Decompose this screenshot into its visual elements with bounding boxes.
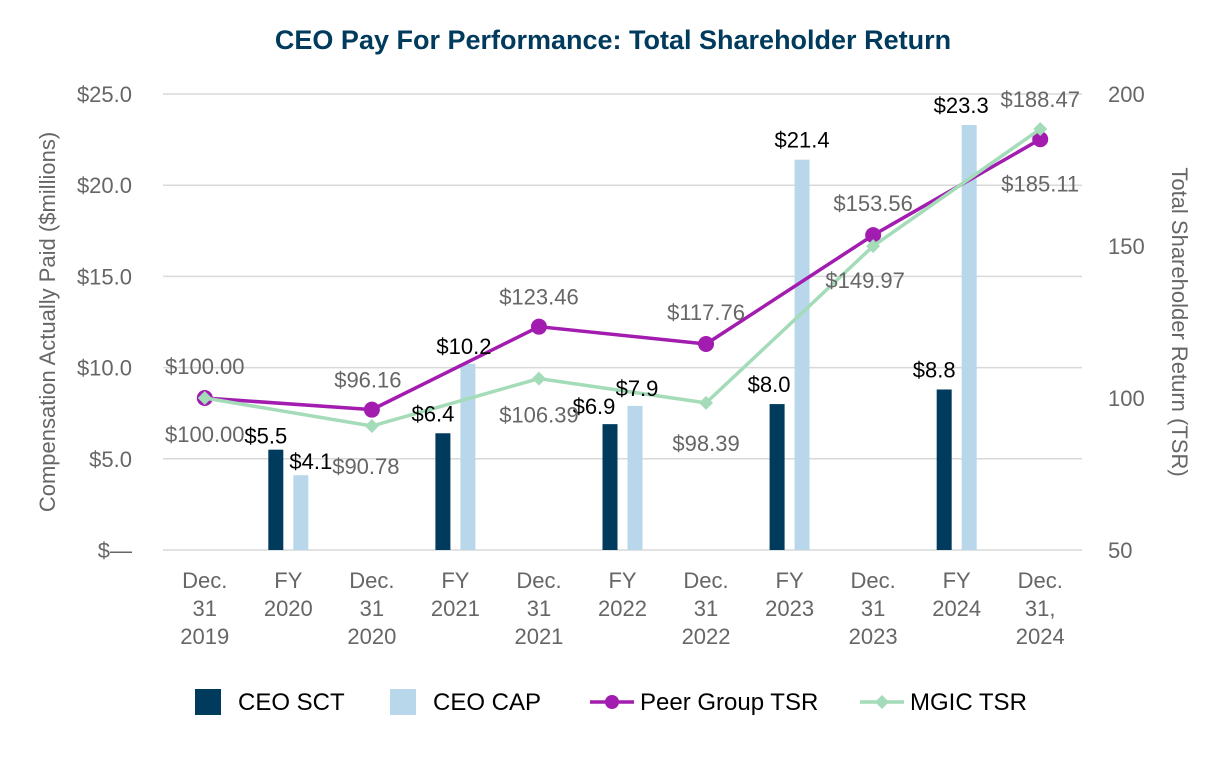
- x-tick-label: FY 2020: [264, 568, 313, 621]
- line-marker: [699, 395, 714, 410]
- line-marker: [531, 371, 546, 386]
- line-point-label: $117.76: [667, 300, 745, 325]
- line-marker: [364, 419, 379, 434]
- bar-label: $23.3: [934, 93, 989, 118]
- line-marker: [1032, 131, 1049, 148]
- bar: [961, 125, 977, 551]
- bar-label: $8.8: [913, 357, 956, 382]
- series-line: [204, 137, 1042, 412]
- legend: CEO SCT CEO CAP Peer Group TSR MGIC TSR: [195, 689, 1027, 716]
- y-axis-right-ticks: 50 100 150 200: [1108, 82, 1145, 563]
- bar-series: [268, 125, 977, 551]
- line-point-label: $149.97: [825, 268, 905, 293]
- bar-label: $4.1: [289, 449, 332, 474]
- line-point-label: $90.78: [332, 454, 399, 479]
- y-tick-label-left: $20.0: [77, 173, 132, 198]
- bar-label: $7.9: [616, 376, 659, 401]
- y-tick-label-right: 50: [1108, 538, 1132, 563]
- bar: [293, 475, 309, 550]
- line-point-label: $123.46: [499, 285, 579, 310]
- line-marker: [865, 227, 882, 244]
- line-point-label: $100.00: [165, 354, 245, 379]
- line-point-label: $106.39: [499, 403, 579, 428]
- bar-label: $8.0: [748, 372, 791, 397]
- bar: [602, 424, 618, 550]
- line-point-label: $185.11: [1001, 171, 1079, 196]
- bar: [627, 405, 643, 550]
- data-labels: $5.5 $6.4 $6.9 $8.0 $8.8 $4.1 $10.2 $7.9 $21.4 $2…: [165, 87, 1080, 479]
- x-tick-label: Dec. 31 2021: [514, 568, 563, 649]
- line-marker: [363, 401, 380, 418]
- legend-marker: [875, 695, 889, 709]
- gridlines: [163, 93, 1082, 551]
- legend-swatch: [195, 689, 221, 715]
- x-axis-ticks: Dec. 31 2019 FY 2020 Dec. 31 2020 FY 2021 Dec. 31 20…: [180, 568, 1064, 649]
- y-tick-label-right: 150: [1108, 234, 1145, 259]
- legend-label: CEO CAP: [433, 689, 541, 716]
- bar-label: $6.9: [573, 394, 616, 419]
- line-marker: [866, 239, 881, 254]
- line-marker: [530, 318, 547, 335]
- y-tick-label-left: $15.0: [77, 264, 132, 289]
- line-point-label: $100.00: [165, 422, 245, 447]
- legend-swatch: [390, 689, 416, 715]
- x-tick-label: Dec. 31 2019: [180, 568, 229, 649]
- line-marker: [197, 391, 212, 405]
- legend-label: Peer Group TSR: [640, 689, 818, 716]
- bar-label: $21.4: [775, 128, 830, 153]
- x-tick-label: Dec. 31 2020: [347, 568, 396, 649]
- x-tick-label: FY 2024: [932, 568, 981, 621]
- bar-label: $5.5: [244, 424, 287, 449]
- legend-label: MGIC TSR: [910, 689, 1027, 716]
- y-tick-label-left: $—: [98, 538, 132, 563]
- y-tick-label-left: $25.0: [77, 82, 132, 107]
- bar-label: $6.4: [411, 401, 454, 426]
- y-tick-label-right: 200: [1108, 82, 1145, 107]
- line-point-label: $98.39: [672, 431, 739, 456]
- x-tick-label: FY 2022: [598, 568, 647, 621]
- x-tick-label: FY 2023: [765, 568, 814, 621]
- chart-title: CEO Pay For Performance: Total Sharehold…: [275, 25, 951, 55]
- y-axis-right-title: Total Shareholder Return (TSR): [1167, 167, 1192, 476]
- bar-label: $10.2: [436, 334, 491, 359]
- bar: [268, 449, 284, 550]
- bar: [435, 433, 451, 550]
- y-axis-left-ticks: $— $5.0 $10.0 $15.0 $20.0 $25.0: [77, 82, 132, 563]
- x-tick-label: Dec. 31 2022: [682, 568, 731, 649]
- line-marker: [698, 336, 715, 353]
- line-series: [196, 122, 1049, 434]
- line-point-label: $153.56: [833, 191, 913, 216]
- line-point-label: $188.47: [1000, 87, 1080, 112]
- bar: [460, 363, 476, 550]
- line-marker: [1033, 122, 1048, 137]
- legend-marker: [605, 695, 619, 709]
- y-tick-label-left: $5.0: [89, 447, 132, 472]
- line-point-label: $96.16: [334, 368, 401, 393]
- x-tick-label: Dec. 31, 2024: [1016, 568, 1065, 649]
- legend-label: CEO SCT: [238, 689, 345, 716]
- bar: [769, 404, 785, 550]
- y-axis-left-title: Compensation Actually Paid ($millions): [35, 132, 60, 512]
- bar: [936, 389, 952, 550]
- x-tick-label: FY 2021: [431, 568, 480, 621]
- series-line: [204, 127, 1042, 428]
- x-tick-label: Dec. 31 2023: [849, 568, 898, 649]
- y-tick-label-left: $10.0: [77, 356, 132, 381]
- bar: [794, 159, 810, 550]
- y-tick-label-right: 100: [1108, 386, 1145, 411]
